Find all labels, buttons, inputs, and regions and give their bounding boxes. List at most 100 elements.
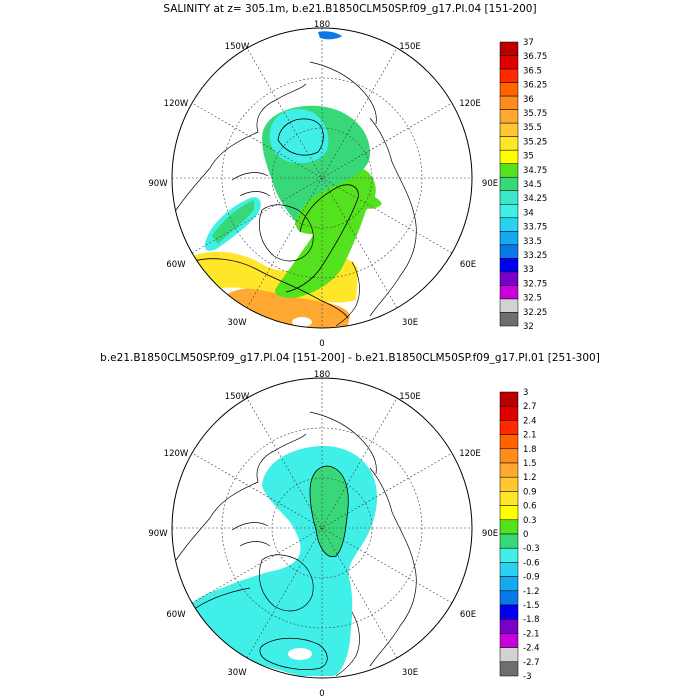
top-colorbar-label: 32.25 — [523, 308, 547, 318]
bottom-lon-label: 120W — [164, 449, 189, 459]
top-field-iceland — [292, 317, 312, 327]
bottom-coast-north-america — [175, 433, 307, 561]
bottom-lon-label: 30E — [402, 668, 418, 678]
bottom-colorbar-label: 0.6 — [523, 502, 537, 512]
top-colorbar-swatch — [499, 82, 519, 97]
bottom-colorbar-swatch — [499, 448, 519, 464]
top-colorbar-label: 35.25 — [523, 137, 547, 147]
top-colorbar-label: 36 — [523, 95, 534, 105]
bottom-lon-label: 120E — [459, 449, 481, 459]
top-colorbar-swatch — [499, 312, 519, 327]
bottom-colorbar-label: -2.7 — [523, 658, 540, 668]
bottom-colorbar-swatch — [499, 576, 519, 592]
bottom-colorbar-swatch — [499, 661, 519, 677]
top-colorbar-swatch — [499, 217, 519, 232]
top-coast-eurasia — [369, 117, 417, 317]
top-colorbar-swatch — [499, 231, 519, 246]
bottom-colorbar-label: -0.3 — [523, 544, 540, 554]
bottom-colorbar-label: -3 — [523, 672, 531, 682]
bottom-colorbar-label: -0.9 — [523, 573, 540, 583]
top-coast-north-america — [175, 83, 307, 211]
bottom-coast-eurasia — [369, 467, 417, 667]
top-colorbar-swatch — [499, 109, 519, 124]
top-lon-label: 150W — [225, 42, 250, 52]
bottom-colorbar-swatch — [499, 604, 519, 620]
top-lon-label: 30W — [227, 318, 247, 328]
bottom-colorbar: 3 2.7 2.4 2.1 1.8 1.5 1.2 0.9 0.6 0.3 0 -0.3 -0.6 -0.… — [499, 388, 540, 682]
top-colorbar-label: 35.75 — [523, 109, 547, 119]
top-colorbar-label: 34.5 — [523, 180, 542, 190]
top-colorbar-label: 35.5 — [523, 123, 542, 133]
top-colorbar-swatch — [499, 163, 519, 178]
top-colorbar-label: 34 — [523, 208, 534, 218]
top-field-barents-sea — [356, 194, 382, 209]
bottom-graticule — [172, 378, 472, 678]
top-lon-label: 0 — [319, 339, 324, 349]
top-colorbar-label: 36.75 — [523, 52, 547, 62]
bottom-colorbar-label: 2.4 — [523, 416, 537, 426]
top-lon-label: 90E — [482, 179, 498, 189]
bottom-map-field — [184, 446, 378, 676]
bottom-coast-greenland — [259, 554, 314, 612]
top-map-field — [188, 105, 382, 328]
bottom-colorbar-swatch — [499, 491, 519, 506]
top-lon-label: 30E — [402, 318, 418, 328]
bottom-contour-0b — [259, 637, 328, 670]
bottom-colorbar-label: -1.5 — [523, 601, 540, 611]
bottom-map: 180 150W 150E 120W 120E 90W 90E 60W 60E … — [148, 370, 539, 699]
top-colorbar-swatch — [499, 95, 519, 110]
top-colorbar-swatch — [499, 176, 519, 192]
top-colorbar-swatch — [499, 41, 519, 56]
bottom-lon-label: 0 — [319, 689, 324, 699]
bottom-field-iceland — [288, 648, 312, 660]
bottom-coast-scandinavia — [335, 611, 360, 677]
bottom-colorbar-swatch — [499, 391, 519, 407]
bottom-colorbar-label: -2.1 — [523, 629, 540, 639]
top-colorbar-label: 32.75 — [523, 279, 547, 289]
top-lon-label: 60W — [166, 260, 186, 270]
top-colorbar-swatch — [499, 258, 519, 273]
top-coast-greenland — [259, 204, 314, 262]
top-lon-label: 180 — [314, 20, 330, 30]
top-colorbar-swatch — [499, 298, 519, 313]
top-map-border — [171, 27, 473, 329]
top-graticule — [172, 28, 472, 328]
bottom-lon-label: 180 — [314, 370, 330, 380]
bottom-colorbar-swatch — [499, 434, 519, 450]
top-colorbar-swatch — [499, 244, 519, 259]
top-colorbar-swatch — [499, 190, 519, 205]
top-coastlines — [175, 61, 417, 327]
bottom-contour-0 — [309, 465, 349, 558]
bottom-colorbar-label: -2.4 — [523, 644, 540, 654]
top-contour-35 — [285, 184, 359, 293]
bottom-colorbar-swatch — [499, 647, 519, 663]
bottom-colorbar-label: 0.9 — [523, 487, 537, 497]
bottom-colorbar-swatch — [499, 547, 519, 563]
bottom-map-border — [171, 377, 473, 679]
bottom-colorbar-swatch — [499, 420, 519, 435]
top-colorbar: 37 36.75 36.5 36.25 36 35.75 35.5 35.25 35 34.75 3… — [499, 38, 547, 332]
bottom-colorbar-swatch — [499, 618, 519, 634]
top-field-canada-basin — [269, 108, 329, 164]
top-colorbar-swatch — [499, 68, 519, 83]
top-lon-label: 60E — [460, 260, 476, 270]
top-colorbar-label: 34.75 — [523, 166, 547, 176]
top-contour-34 — [277, 118, 324, 156]
top-colorbar-swatch — [499, 149, 519, 164]
bottom-colorbar-label: 0 — [523, 530, 528, 540]
bottom-colorbar-label: 3 — [523, 388, 528, 398]
bottom-colorbar-label: 1.5 — [523, 459, 537, 469]
bottom-colorbar-swatch — [499, 462, 519, 478]
bottom-lon-label: 60W — [166, 610, 186, 620]
top-chart-title: SALINITY at z= 305.1m, b.e21.B1850CLM50S… — [163, 3, 537, 15]
top-lon-label: 120W — [164, 99, 189, 109]
bottom-coast-canadian-archipelago — [231, 522, 271, 547]
top-lon-label: 150E — [399, 42, 421, 52]
bottom-colorbar-swatch — [499, 519, 519, 535]
top-colorbar-swatch — [499, 271, 519, 286]
top-coast-canadian-archipelago — [231, 172, 271, 197]
bottom-chart-title: b.e21.B1850CLM50SP.f09_g17.PI.04 [151-20… — [100, 352, 600, 364]
top-coast-scandinavia — [335, 261, 360, 327]
bottom-colorbar-label: -1.2 — [523, 587, 540, 597]
